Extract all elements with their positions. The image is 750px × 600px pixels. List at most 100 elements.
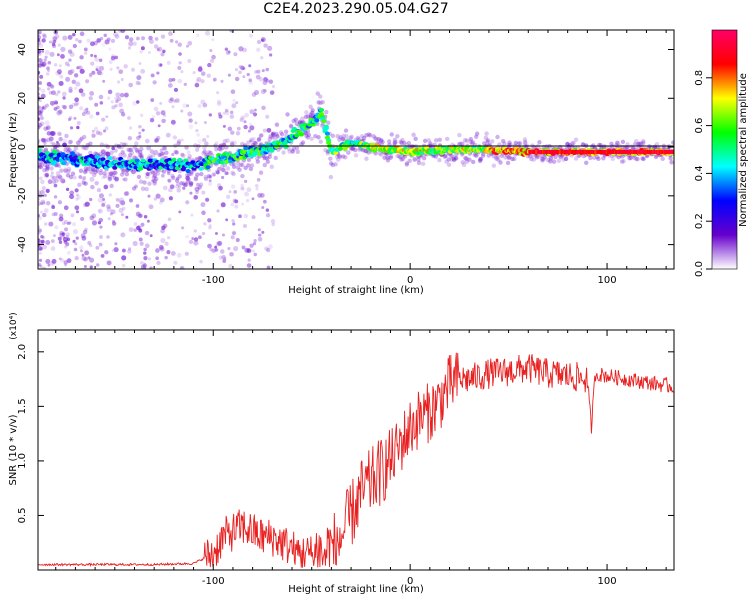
- spectrogram-noise-point: [147, 257, 151, 261]
- spectrogram-noise-point: [67, 69, 73, 75]
- spectrogram-halo-point: [501, 138, 506, 144]
- spectrogram-band-point: [652, 149, 654, 154]
- spectrogram-halo-point: [493, 154, 498, 160]
- spectrogram-halo-point: [42, 162, 48, 168]
- spectrogram-halo-point: [460, 141, 465, 146]
- spectrogram-band-point: [595, 149, 597, 154]
- spectrogram-noise-point: [104, 250, 109, 255]
- spectrogram-noise-point: [157, 46, 163, 52]
- spectrogram-noise-point: [114, 176, 120, 182]
- spectrogram-noise-point: [165, 132, 171, 138]
- spectrogram-noise-point: [266, 127, 272, 133]
- spectrogram-noise-point: [84, 250, 90, 256]
- spectrogram-noise-point: [222, 124, 226, 128]
- spectrogram-halo-point: [185, 173, 190, 178]
- spectrogram-halo-point: [114, 177, 119, 182]
- spectrogram-halo-point: [90, 167, 96, 172]
- spectrogram-noise-point: [208, 224, 212, 227]
- spectrogram-noise-point: [109, 212, 113, 216]
- spectrogram-halo-point: [328, 156, 333, 161]
- spectrogram-band-point: [655, 149, 657, 154]
- spectrogram-noise-point: [257, 228, 261, 232]
- spectrogram-noise-point: [56, 110, 62, 116]
- spectrogram-noise-point: [232, 231, 236, 236]
- spectrogram-noise-point: [38, 110, 42, 115]
- spectrogram-noise-point: [41, 50, 45, 53]
- spectrogram-halo-point: [621, 159, 626, 164]
- spectrogram-halo-point: [584, 160, 589, 166]
- spectrogram-noise-point: [64, 61, 70, 66]
- spectrogram-halo-point: [591, 155, 597, 160]
- spectrogram-noise-point: [63, 227, 69, 232]
- spectrogram-noise-point: [51, 35, 57, 41]
- spectrogram-halo-point: [151, 153, 156, 158]
- spectrogram-halo-point: [111, 170, 117, 175]
- spectrogram-halo-point: [485, 140, 490, 145]
- spectrogram-halo-point: [385, 158, 391, 163]
- spectrogram-band-point: [578, 149, 581, 154]
- spectrogram-noise-point: [223, 257, 227, 261]
- spectrogram-halo-point: [189, 171, 194, 177]
- spectrogram-noise-point: [202, 137, 207, 143]
- spectrogram-noise-point: [203, 222, 207, 226]
- spectrogram-band-point: [590, 149, 592, 154]
- spectrogram-halo-point: [355, 135, 361, 141]
- spectrogram-noise-point: [168, 187, 173, 193]
- spectrogram-halo-point: [627, 155, 632, 161]
- spectrogram-noise-point: [253, 89, 260, 95]
- spectrogram-halo-point: [592, 145, 598, 151]
- spectrogram-halo-point: [193, 175, 199, 180]
- spectrogram-halo-point: [255, 159, 261, 164]
- spectrogram-halo-point: [571, 140, 576, 146]
- spectrogram-halo-point: [161, 145, 166, 151]
- spectrogram-halo-point: [238, 162, 244, 167]
- spectrogram-halo-point: [336, 154, 342, 159]
- spectrogram-noise-point: [269, 53, 273, 57]
- spectrogram-noise-point: [234, 204, 239, 209]
- spectrogram-halo-point: [94, 180, 99, 186]
- spectrogram-noise-point: [139, 241, 144, 246]
- spectrogram-noise-point: [187, 40, 193, 46]
- spectrogram-halo-point: [157, 152, 162, 158]
- spectrogram-noise-point: [153, 44, 159, 49]
- spectrogram-noise-point: [162, 49, 166, 54]
- spectrogram-halo-point: [563, 156, 569, 162]
- spectrogram-noise-point: [167, 179, 171, 183]
- spectrogram-noise-point: [202, 102, 208, 108]
- spectrogram-halo-point: [59, 168, 64, 173]
- spectrogram-halo-point: [256, 137, 262, 143]
- spectrogram-noise-point: [45, 103, 49, 108]
- spectrogram-halo-point: [113, 148, 118, 153]
- spectrogram-halo-point: [231, 164, 237, 169]
- spectrogram-band-point: [612, 149, 615, 154]
- spectrogram-band-point: [661, 149, 663, 154]
- spectrogram-halo-point: [361, 135, 367, 141]
- spectrogram-halo-point: [281, 150, 286, 155]
- spectrogram-noise-point: [86, 38, 91, 43]
- spectrogram-halo-point: [522, 137, 528, 142]
- spectrogram-noise-point: [38, 87, 41, 91]
- spectrogram-noise-point: [173, 260, 178, 265]
- spectrogram-noise-point: [45, 200, 51, 206]
- spectrogram-noise-point: [103, 129, 107, 133]
- spectrogram-noise-point: [161, 225, 166, 230]
- spectrogram-noise-point: [246, 263, 252, 268]
- spectrogram-noise-point: [121, 206, 126, 211]
- spectrogram-halo-point: [478, 158, 483, 163]
- spectrogram-halo-point: [505, 160, 511, 166]
- spectrogram-band-point: [562, 149, 565, 154]
- spectrogram-halo-point: [195, 172, 200, 177]
- spectrogram-noise-point: [176, 188, 181, 193]
- spectrogram-noise-point: [226, 171, 230, 175]
- spectrogram-halo-point: [393, 139, 398, 145]
- spectrogram-noise-point: [195, 147, 200, 152]
- spectrogram-noise-point: [115, 92, 121, 98]
- spectrogram-band-point: [559, 149, 562, 154]
- spectrogram-halo-point: [318, 94, 323, 99]
- spectrogram-halo-point: [170, 173, 175, 179]
- spectrogram-noise-point: [180, 70, 184, 74]
- spectrogram-noise-point: [111, 146, 115, 151]
- spectrogram-noise-point: [57, 236, 62, 241]
- spectrogram-halo-point: [490, 139, 495, 144]
- spectrogram-halo-point: [437, 157, 442, 163]
